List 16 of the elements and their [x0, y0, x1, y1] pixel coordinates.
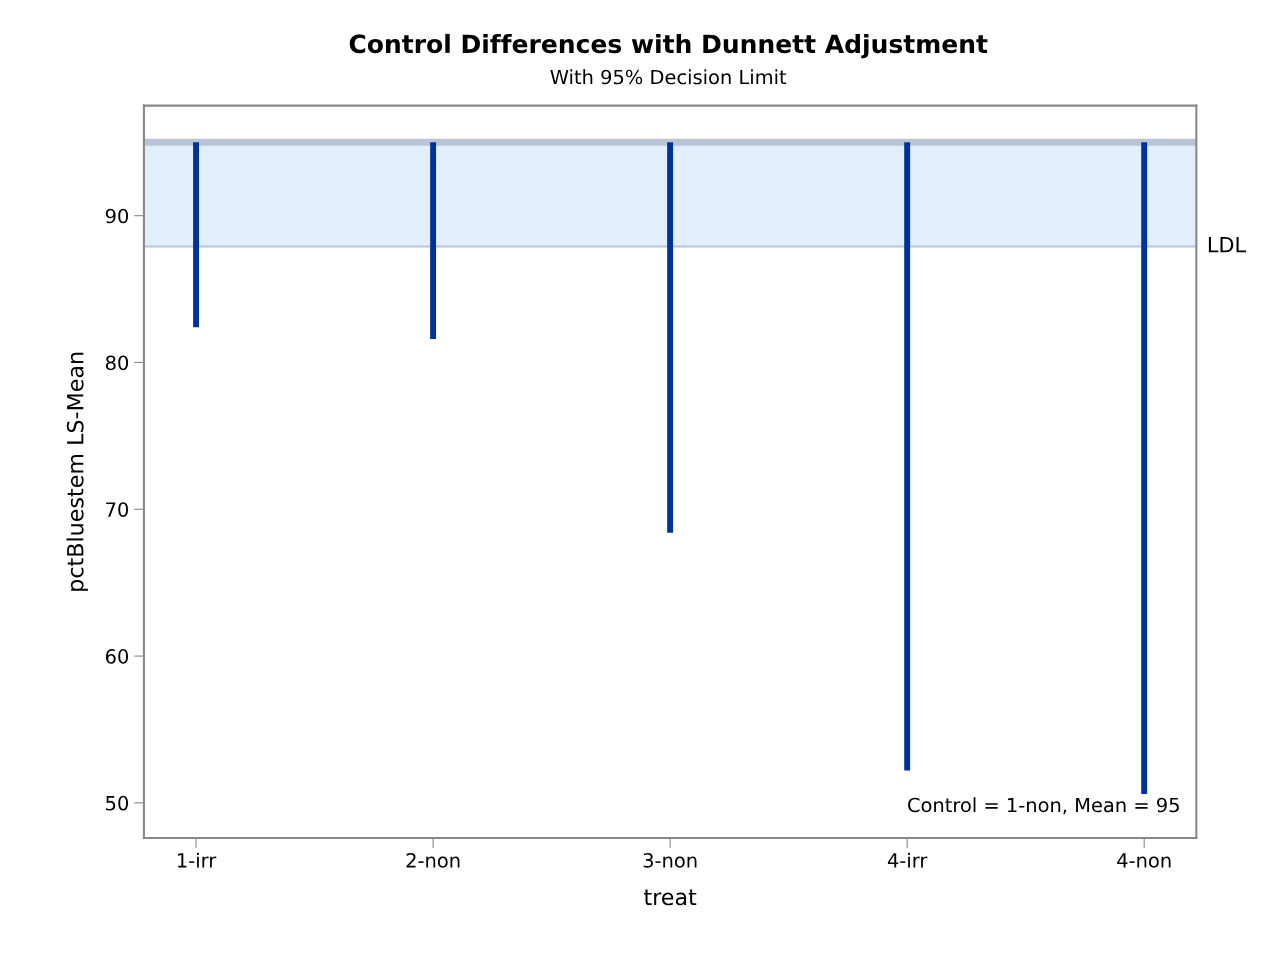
- y-axis-title: pctBluestem LS-Mean: [66, 352, 88, 591]
- chart-subtitle: With 95% Decision Limit: [550, 69, 787, 85]
- ref-line-label: LDL: [1208, 237, 1246, 253]
- x-axis-title: treat: [644, 889, 697, 906]
- annotation: Control = 1-non, Mean = 95: [908, 797, 1179, 815]
- x-tick-label: 4-irr: [887, 852, 928, 868]
- chart-title: Control Differences with Dunnett Adjustment: [349, 33, 988, 59]
- y-tick-label: 90: [105, 208, 129, 224]
- x-tick-label: 1-irr: [177, 852, 217, 868]
- y-tick-label: 80: [105, 355, 129, 371]
- x-tick-label: 3-non: [643, 853, 697, 868]
- x-tick-label: 2-non: [406, 853, 460, 868]
- y-tick-label: 60: [105, 649, 129, 664]
- x-tick-label: 4-non: [1117, 853, 1171, 868]
- y-tick-label: 50: [106, 795, 129, 811]
- y-tick-label: 70: [106, 502, 129, 517]
